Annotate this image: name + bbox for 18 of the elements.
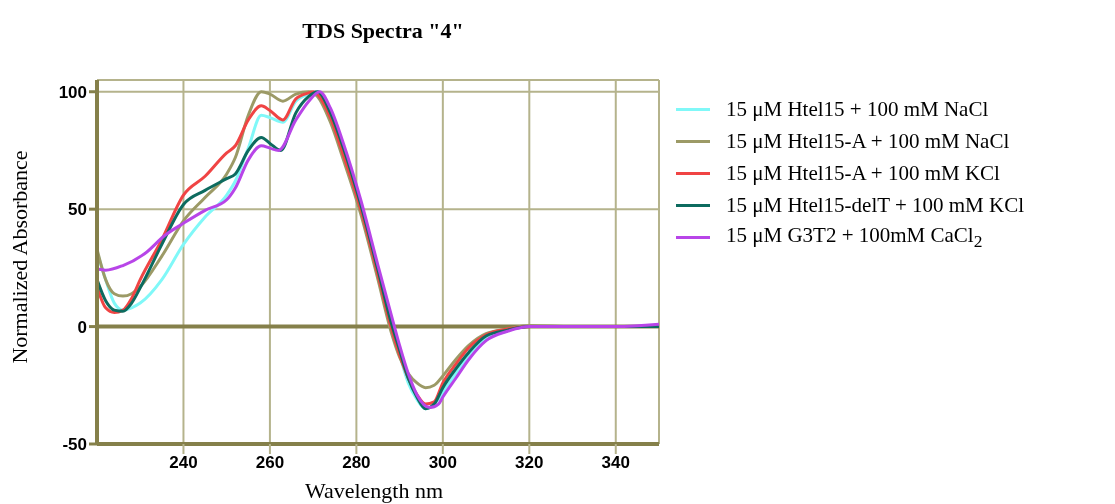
legend-label: 15 μM G3T2 + 100mM CaCl$_{2}$	[726, 222, 983, 253]
legend-label: 15 μM Htel15 + 100 mM NaCl	[726, 97, 989, 122]
x-tick-label: 320	[515, 453, 544, 473]
y-axis-title: Normalized Absorbance	[7, 149, 33, 366]
y-tick-label: 50	[68, 200, 87, 220]
y-tick-label: 100	[58, 82, 87, 102]
x-tick-label: 340	[601, 453, 630, 473]
y-tick-label: 0	[77, 317, 87, 337]
chart-title: TDS Spectra "4"	[301, 18, 465, 44]
x-axis-title: Wavelength nm	[303, 478, 445, 504]
legend-label: 15 μM Htel15-A + 100 mM NaCl	[726, 129, 1010, 154]
x-tick-label: 280	[342, 453, 371, 473]
y-tick-label: -50	[62, 435, 87, 455]
x-tick-label: 260	[255, 453, 285, 473]
legend-label: 15 μM Htel15-delT + 100 mM KCl	[726, 193, 1025, 218]
x-tick-label: 240	[169, 453, 198, 473]
legend-label: 15 μM Htel15-A + 100 mM KCl	[726, 161, 1000, 186]
x-tick-label: 300	[428, 453, 458, 473]
